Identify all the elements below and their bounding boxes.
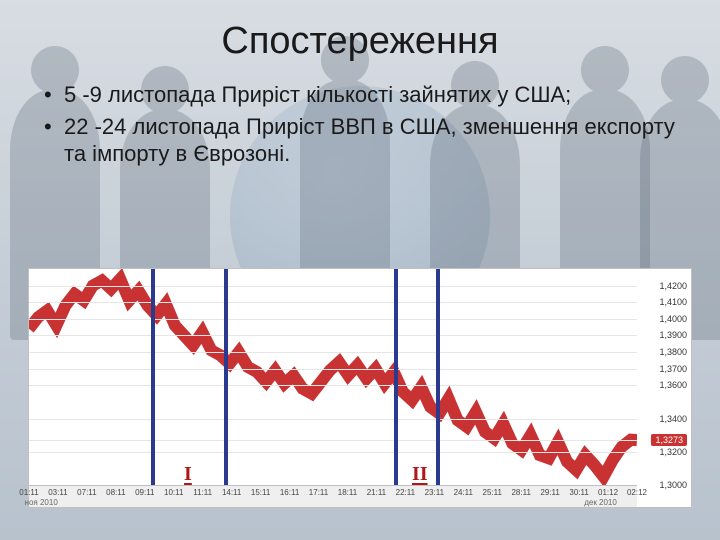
chart-y-tick: 1,4100 bbox=[659, 297, 687, 307]
chart-roman-label: I bbox=[184, 463, 192, 486]
chart-y-axis: 1,4200 1,4100 1,4000 1,3900 1,3800 1,3700 1,36… bbox=[637, 269, 691, 485]
chart-y-tick: 1,3200 bbox=[659, 447, 687, 457]
chart-vertical-marker bbox=[224, 269, 228, 485]
chart-gridline bbox=[29, 302, 637, 303]
chart-series-line bbox=[29, 279, 637, 477]
chart-x-tick: 30:11 bbox=[569, 488, 588, 497]
chart-gridline bbox=[29, 286, 637, 287]
chart-gridline bbox=[29, 452, 637, 453]
chart-y-tick: 1,3400 bbox=[659, 414, 687, 424]
chart-x-tick: 24:11 bbox=[454, 488, 473, 497]
chart-x-tick: 22:11 bbox=[396, 488, 415, 497]
chart-y-tick: 1,3000 bbox=[659, 480, 687, 490]
chart-y-tick: 1,3700 bbox=[659, 364, 687, 374]
chart-x-tick: 01:12 bbox=[598, 488, 618, 497]
bullet-list: 5 -9 листопада Приріст кількості зайняти… bbox=[36, 81, 684, 168]
bullet-item: 22 -24 листопада Приріст ВВП в США, змен… bbox=[42, 113, 684, 168]
chart-plot-area: III bbox=[29, 269, 637, 485]
chart-y-tick: 1,4200 bbox=[659, 281, 687, 291]
chart-x-tick: 17:11 bbox=[309, 488, 328, 497]
chart-x-tick: 16:11 bbox=[280, 488, 299, 497]
chart-x-tick: 08:11 bbox=[106, 488, 125, 497]
chart-vertical-marker bbox=[436, 269, 440, 485]
chart-x-tick: 28:11 bbox=[511, 488, 530, 497]
chart-x-sublabel: дек 2010 bbox=[584, 498, 617, 507]
slide-title: Спостереження bbox=[36, 20, 684, 63]
chart-gridline bbox=[29, 369, 637, 370]
chart-gridline bbox=[29, 319, 637, 320]
chart-y-tick: 1,4000 bbox=[659, 314, 687, 324]
chart-gridline bbox=[29, 440, 637, 441]
chart-x-tick: 09:11 bbox=[135, 488, 154, 497]
chart-y-tick: 1,3600 bbox=[659, 380, 687, 390]
exchange-rate-chart: III 1,42001,41001,40001,39001,38001,3700… bbox=[28, 268, 692, 508]
chart-vertical-marker bbox=[151, 269, 155, 485]
chart-roman-label: II bbox=[412, 463, 428, 486]
chart-x-tick: 02:12 bbox=[627, 488, 647, 497]
chart-x-tick: 01:11 bbox=[19, 488, 38, 497]
chart-gridline bbox=[29, 335, 637, 336]
chart-gridline bbox=[29, 419, 637, 420]
chart-x-tick: 14:11 bbox=[222, 488, 241, 497]
chart-y-tick: 1,3900 bbox=[659, 330, 687, 340]
chart-x-axis: 01:1103:1107:1108:1109:1110:1111:1114:11… bbox=[29, 485, 637, 507]
chart-vertical-marker bbox=[394, 269, 398, 485]
chart-x-tick: 25:11 bbox=[483, 488, 502, 497]
chart-x-tick: 18:11 bbox=[338, 488, 357, 497]
chart-y-tick: 1,3273 bbox=[651, 434, 687, 446]
chart-gridline bbox=[29, 352, 637, 353]
chart-x-tick: 11:11 bbox=[193, 488, 212, 497]
chart-x-tick: 29:11 bbox=[540, 488, 559, 497]
chart-x-tick: 10:11 bbox=[164, 488, 183, 497]
chart-y-tick: 1,3800 bbox=[659, 347, 687, 357]
chart-x-tick: 07:11 bbox=[77, 488, 96, 497]
chart-x-tick: 15:11 bbox=[251, 488, 270, 497]
bullet-item: 5 -9 листопада Приріст кількості зайняти… bbox=[42, 81, 684, 109]
slide-content: Спостереження 5 -9 листопада Приріст кіл… bbox=[0, 0, 720, 168]
chart-x-sublabel: ноя 2010 bbox=[25, 498, 58, 507]
chart-x-tick: 03:11 bbox=[48, 488, 67, 497]
chart-gridline bbox=[29, 385, 637, 386]
chart-x-tick: 23:11 bbox=[425, 488, 444, 497]
chart-x-tick: 21:11 bbox=[367, 488, 386, 497]
